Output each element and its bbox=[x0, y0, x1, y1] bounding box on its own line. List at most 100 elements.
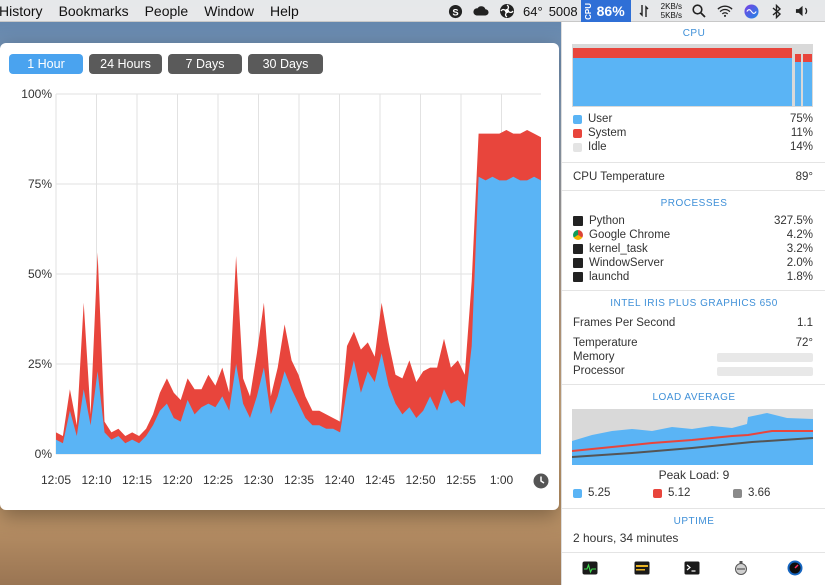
search-icon[interactable] bbox=[691, 3, 707, 19]
network-speed[interactable]: 2KB/s 5KB/s bbox=[661, 2, 682, 20]
process-value: 1.8% bbox=[786, 271, 813, 283]
y-tick-label: 50% bbox=[28, 267, 52, 281]
cpu-graph-system-3 bbox=[803, 54, 812, 62]
y-tick-label: 0% bbox=[35, 447, 53, 461]
cpu-section-title: CPU bbox=[682, 28, 706, 39]
divider bbox=[562, 384, 825, 385]
svg-text:S: S bbox=[452, 7, 458, 17]
cpu-user-label: User bbox=[588, 113, 613, 125]
network-arrows-icon[interactable] bbox=[636, 3, 652, 19]
divider bbox=[562, 190, 825, 191]
chrome-icon bbox=[573, 230, 583, 240]
gpu-memory-bar bbox=[717, 352, 813, 362]
idle-swatch bbox=[573, 142, 582, 152]
cloud-icon[interactable] bbox=[473, 3, 489, 19]
load-1-value: 5.25 bbox=[588, 487, 611, 499]
volume-icon[interactable] bbox=[795, 3, 811, 19]
net-up: 2KB/s bbox=[660, 2, 682, 11]
load-section-title: LOAD AVERAGE bbox=[652, 392, 736, 403]
console-icon[interactable] bbox=[634, 560, 650, 576]
bluetooth-icon[interactable] bbox=[769, 3, 785, 19]
process-value: 3.2% bbox=[786, 243, 813, 255]
cpu-idle-value: 14% bbox=[789, 141, 813, 153]
gpu-processor-label: Processor bbox=[573, 365, 625, 377]
x-tick-label: 12:55 bbox=[446, 473, 476, 487]
menu-bookmarks[interactable]: Bookmarks bbox=[58, 2, 129, 19]
uptime-section-title: UPTIME bbox=[673, 516, 715, 527]
terminal-icon[interactable] bbox=[684, 560, 700, 576]
gpu-temperature-row: Temperature 72° bbox=[573, 336, 813, 350]
process-row[interactable]: WindowServer 2.0% bbox=[573, 256, 813, 270]
wifi-icon[interactable] bbox=[717, 3, 733, 19]
temperature-readout[interactable]: 64° bbox=[523, 3, 543, 19]
status-tray: S 64° 5008 CPU 86% 2KB/s 5KB/s bbox=[442, 0, 825, 22]
y-tick-label: 75% bbox=[28, 177, 52, 191]
cpu-graph bbox=[572, 44, 813, 107]
fan-rpm-readout[interactable]: 5008 bbox=[548, 3, 578, 19]
load-15-swatch bbox=[733, 488, 742, 498]
siri-icon[interactable] bbox=[743, 3, 759, 19]
process-name: kernel_task bbox=[589, 243, 648, 255]
process-name: Python bbox=[589, 215, 625, 227]
y-tick-label: 25% bbox=[28, 357, 52, 371]
x-tick-label: 12:25 bbox=[203, 473, 233, 487]
fps-value: 1.1 bbox=[797, 317, 813, 329]
divider bbox=[562, 552, 825, 553]
cpu-badge[interactable]: CPU 86% bbox=[580, 0, 631, 22]
x-tick-label: 12:40 bbox=[324, 473, 354, 487]
x-tick-label: 12:15 bbox=[122, 473, 152, 487]
terminal-icon bbox=[573, 258, 583, 268]
fan-icon[interactable] bbox=[499, 3, 515, 19]
tab-1-hour[interactable]: 1 Hour bbox=[9, 54, 83, 74]
process-row[interactable]: Python 327.5% bbox=[573, 214, 813, 228]
cpu-mini-label: CPU bbox=[583, 2, 593, 20]
process-name: launchd bbox=[589, 271, 630, 283]
terminal-icon bbox=[573, 244, 583, 254]
menu-history[interactable]: History bbox=[0, 2, 43, 19]
time-range-tabs: 1 Hour 24 Hours 7 Days 30 Days bbox=[9, 54, 329, 74]
processes-section-title: PROCESSES bbox=[660, 198, 728, 209]
gpu-temp-label: Temperature bbox=[573, 337, 638, 349]
x-tick-label: 12:10 bbox=[81, 473, 111, 487]
tab-24-hours[interactable]: 24 Hours bbox=[89, 54, 162, 74]
load-5-value: 5.12 bbox=[668, 487, 691, 499]
cpu-system-row: System 11% bbox=[573, 126, 813, 140]
gpu-memory-row: Memory bbox=[573, 350, 813, 364]
fps-row: Frames Per Second 1.1 bbox=[573, 316, 813, 330]
cpu-temp-value: 89° bbox=[795, 171, 813, 183]
chart-areas bbox=[56, 130, 541, 455]
x-tick-label: 1:00 bbox=[490, 473, 514, 487]
process-row[interactable]: Google Chrome 4.2% bbox=[573, 228, 813, 242]
speed-gauge-icon[interactable] bbox=[787, 560, 803, 576]
x-axis: 12:05 12:10 12:15 12:20 12:25 12:30 12:35 12:40… bbox=[41, 473, 514, 487]
menu-help[interactable]: Help bbox=[269, 2, 299, 19]
clock-icon[interactable] bbox=[533, 473, 549, 489]
stats-panel: CPU User 75% System 11% Idle 14% CPU Tem… bbox=[561, 22, 825, 585]
menu-bar: History Bookmarks People Window Help S 6… bbox=[0, 0, 825, 22]
cpu-temperature-row: CPU Temperature 89° bbox=[573, 170, 813, 184]
process-name: WindowServer bbox=[589, 257, 664, 269]
gpu-processor-row: Processor bbox=[573, 364, 813, 378]
x-tick-label: 12:45 bbox=[365, 473, 395, 487]
x-tick-label: 12:20 bbox=[162, 473, 192, 487]
divider bbox=[562, 162, 825, 163]
menu-window[interactable]: Window bbox=[204, 2, 254, 19]
process-value: 4.2% bbox=[786, 229, 813, 241]
tab-7-days[interactable]: 7 Days bbox=[168, 54, 242, 74]
system-swatch bbox=[573, 128, 582, 138]
menu-people[interactable]: People bbox=[144, 2, 189, 19]
gpu-temp-value: 72° bbox=[795, 337, 813, 349]
activity-monitor-icon[interactable] bbox=[582, 560, 598, 576]
process-row[interactable]: launchd 1.8% bbox=[573, 270, 813, 284]
cpu-graph-system bbox=[573, 48, 792, 58]
cpu-temp-label: CPU Temperature bbox=[573, 171, 665, 183]
cpu-system-value: 11% bbox=[790, 127, 813, 139]
utility-icon[interactable] bbox=[733, 560, 749, 576]
cpu-graph-user-3 bbox=[803, 54, 812, 106]
gpu-processor-bar bbox=[717, 366, 813, 376]
process-row[interactable]: kernel_task 3.2% bbox=[573, 242, 813, 256]
cpu-percent: 86% bbox=[596, 3, 625, 19]
cpu-graph-system-2 bbox=[795, 54, 801, 62]
skype-icon[interactable]: S bbox=[447, 3, 463, 19]
tab-30-days[interactable]: 30 Days bbox=[248, 54, 323, 74]
